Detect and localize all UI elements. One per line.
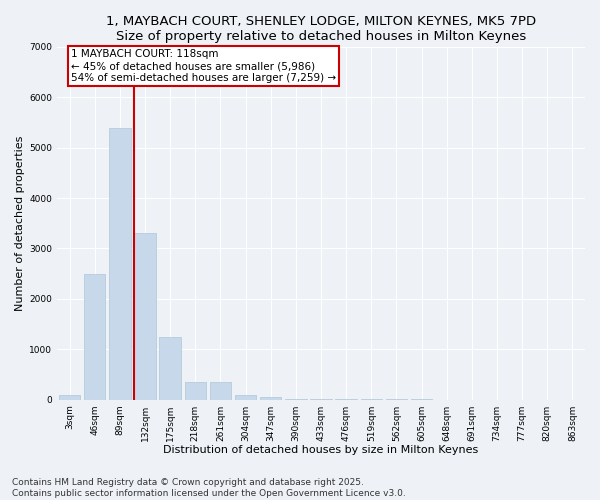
Bar <box>185 382 206 400</box>
Bar <box>109 128 131 400</box>
Bar <box>285 399 307 400</box>
X-axis label: Distribution of detached houses by size in Milton Keynes: Distribution of detached houses by size … <box>163 445 479 455</box>
Bar <box>260 396 281 400</box>
Bar <box>210 382 231 400</box>
Bar <box>134 234 156 400</box>
Y-axis label: Number of detached properties: Number of detached properties <box>15 136 25 311</box>
Text: 1 MAYBACH COURT: 118sqm
← 45% of detached houses are smaller (5,986)
54% of semi: 1 MAYBACH COURT: 118sqm ← 45% of detache… <box>71 50 336 82</box>
Bar <box>235 394 256 400</box>
Bar <box>84 274 106 400</box>
Title: 1, MAYBACH COURT, SHENLEY LODGE, MILTON KEYNES, MK5 7PD
Size of property relativ: 1, MAYBACH COURT, SHENLEY LODGE, MILTON … <box>106 15 536 43</box>
Bar <box>59 394 80 400</box>
Bar <box>160 336 181 400</box>
Text: Contains HM Land Registry data © Crown copyright and database right 2025.
Contai: Contains HM Land Registry data © Crown c… <box>12 478 406 498</box>
